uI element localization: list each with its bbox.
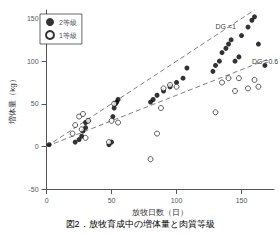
svg-text:50: 50 <box>108 197 116 204</box>
svg-text:150: 150 <box>27 15 39 22</box>
svg-text:100: 100 <box>171 197 183 204</box>
svg-text:-50: -50 <box>28 186 38 193</box>
svg-text:1等級: 1等級 <box>59 32 77 39</box>
svg-text:0: 0 <box>45 197 49 204</box>
svg-text:図2．放牧育成中の増体量と肉質等級: 図2．放牧育成中の増体量と肉質等級 <box>65 219 214 229</box>
svg-text:増体量（kg）: 増体量（kg） <box>8 75 17 124</box>
svg-text:50: 50 <box>31 100 39 107</box>
svg-text:0: 0 <box>35 143 39 150</box>
svg-text:DG =1: DG =1 <box>216 23 237 30</box>
svg-text:150: 150 <box>236 197 248 204</box>
svg-text:DG =0.6: DG =0.6 <box>252 58 278 65</box>
svg-text:100: 100 <box>27 58 39 65</box>
svg-text:2等級: 2等級 <box>59 19 77 26</box>
svg-text:放牧日数（日）: 放牧日数（日） <box>132 208 188 217</box>
